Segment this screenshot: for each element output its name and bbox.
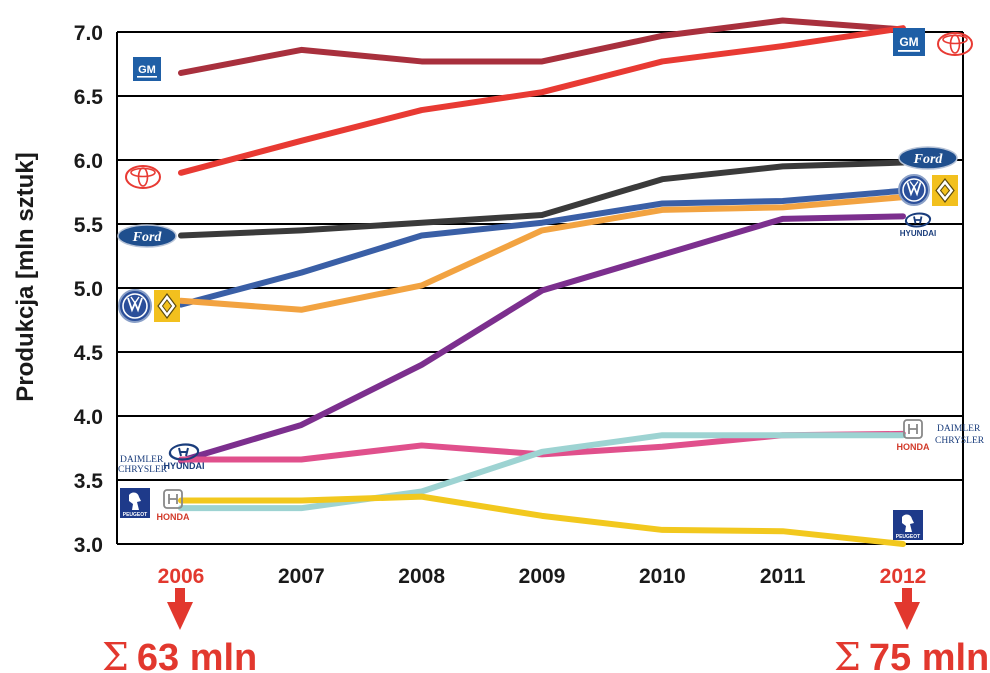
volkswagen-logo-left (118, 289, 152, 323)
series-line-volkswagen (178, 187, 906, 308)
daimler-chrysler-logo-right: DAIMLER CHRYSLER (935, 424, 985, 446)
y-tick-label: 6.5 (74, 86, 104, 109)
gm-logo-left: GM (133, 57, 161, 81)
series-line-gm (178, 17, 906, 76)
svg-text:CHRYSLER: CHRYSLER (118, 465, 168, 475)
svg-text:DAIMLER: DAIMLER (120, 455, 164, 465)
x-tick-label: 2006 (158, 565, 205, 588)
svg-text:DAIMLER: DAIMLER (937, 424, 981, 434)
series-lines (178, 17, 906, 547)
daimler-chrysler-logo-left: DAIMLER CHRYSLER (118, 455, 168, 475)
svg-text:PEUGEOT: PEUGEOT (123, 512, 147, 518)
toyota-logo-left (125, 165, 161, 189)
ford-logo-right: Ford (898, 146, 958, 170)
y-tick-label: 5.5 (74, 214, 104, 237)
x-axis-ticks: 2006 2007 2008 2009 2010 2011 2012 (158, 565, 927, 588)
honda-logo-left: HONDA (157, 489, 190, 522)
series-line-renault (178, 194, 906, 313)
x-tick-label: 2008 (398, 565, 445, 588)
y-tick-label: 4.0 (74, 406, 103, 429)
honda-logo-right: HONDA (897, 419, 930, 452)
series-line-ford (178, 159, 906, 239)
toyota-logo-right (937, 32, 973, 56)
hyundai-logo-right: HYUNDAI (900, 212, 936, 238)
volkswagen-logo-right (898, 174, 930, 206)
y-axis-label: Produkcja [mln sztuk] (12, 152, 39, 401)
gm-logo-right: GM (893, 28, 925, 56)
y-tick-label: 3.0 (74, 534, 103, 557)
series-line-peugeot (178, 493, 906, 547)
x-tick-label: 2009 (519, 565, 566, 588)
svg-text:GM: GM (899, 35, 918, 49)
peugeot-logo-right: PEUGEOT (893, 510, 923, 540)
svg-text:Ford: Ford (913, 152, 944, 167)
y-tick-label: 3.5 (74, 470, 104, 493)
y-tick-label: 4.5 (74, 342, 104, 365)
peugeot-logo-left: PEUGEOT (120, 488, 150, 518)
svg-text:GM: GM (138, 64, 156, 76)
sum-left: Σ 63 mln (102, 635, 257, 673)
x-tick-label: 2012 (880, 565, 927, 588)
svg-text:HYUNDAI: HYUNDAI (163, 461, 204, 471)
series-line-honda (178, 432, 906, 512)
svg-text:HONDA: HONDA (897, 442, 930, 452)
ford-logo-left: Ford (117, 224, 177, 248)
x-tick-label: 2010 (639, 565, 686, 588)
y-tick-label: 7.0 (74, 22, 103, 45)
x-tick-label: 2007 (278, 565, 325, 588)
y-tick-label: 6.0 (74, 150, 103, 173)
x-tick-label: 2011 (760, 565, 806, 588)
arrow-down-icon-right (894, 588, 920, 630)
series-line-toyota (178, 25, 906, 176)
hyundai-logo-left: HYUNDAI (163, 443, 205, 471)
renault-logo-right (932, 175, 958, 206)
svg-text:HONDA: HONDA (157, 512, 190, 522)
sum-right: Σ 75 mln (834, 635, 989, 673)
y-axis-ticks: 3.0 3.5 4.0 4.5 5.0 5.5 6.0 6.5 7.0 (74, 22, 104, 557)
svg-text:HYUNDAI: HYUNDAI (900, 229, 936, 238)
svg-text:PEUGEOT: PEUGEOT (896, 534, 920, 540)
series-line-hyundai (178, 213, 906, 464)
svg-text:Ford: Ford (132, 230, 163, 245)
y-tick-label: 5.0 (74, 278, 103, 301)
svg-text:CHRYSLER: CHRYSLER (935, 436, 985, 446)
renault-logo-left (154, 290, 180, 322)
arrow-down-icon-left (167, 588, 193, 630)
